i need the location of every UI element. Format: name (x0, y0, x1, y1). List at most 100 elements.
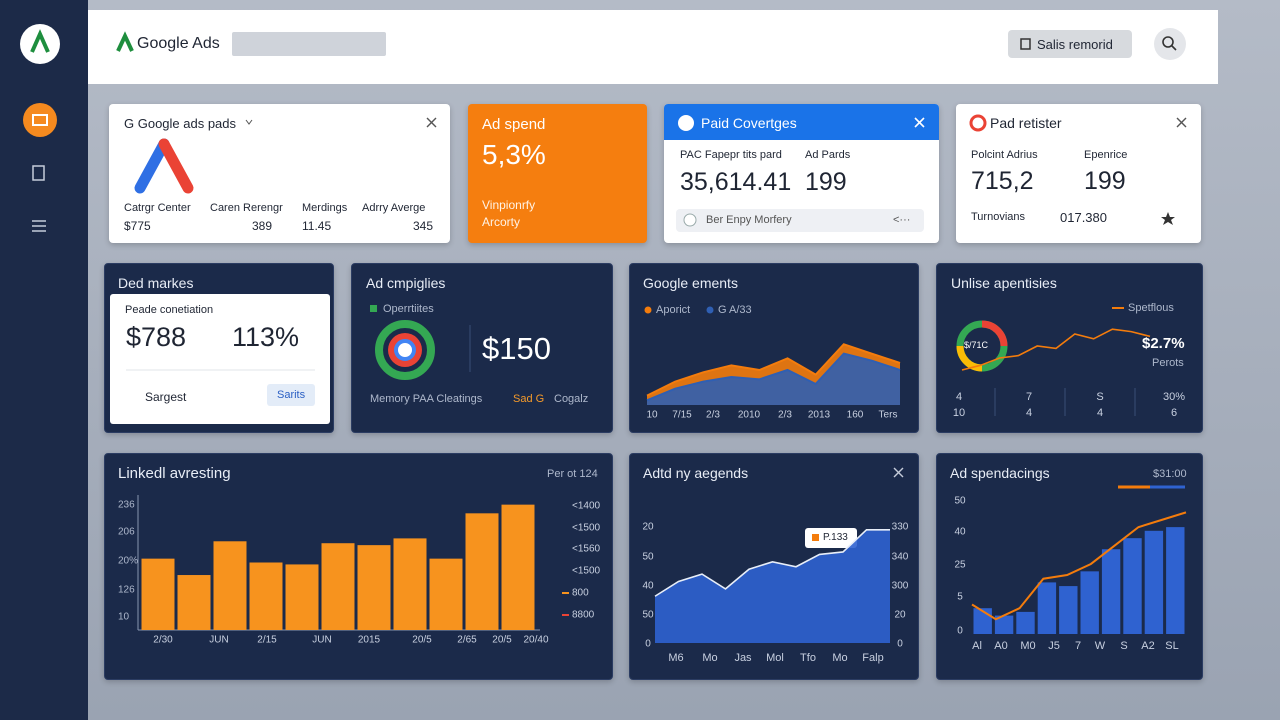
chevron[interactable] (245, 119, 253, 125)
card-title: Pad retister (990, 115, 1062, 131)
axis-label: <1560 (572, 544, 601, 555)
nav-icon[interactable] (32, 165, 45, 181)
axis-label: 7 (1075, 640, 1081, 652)
bar (1166, 527, 1185, 634)
bar (994, 615, 1014, 634)
axis-label: Jas (734, 652, 752, 664)
legend-label: Spetflous (1128, 302, 1174, 314)
header-button-label: Salis remorid (1037, 37, 1113, 52)
axis-label: 50 (642, 610, 654, 621)
axis-label: S (1096, 391, 1103, 403)
logo-mark (30, 29, 50, 53)
axis-label: JUN (312, 635, 331, 646)
stat-label: Adrry Averge (362, 202, 426, 214)
axis-label: 20/5 (492, 635, 512, 646)
chrome-icon (375, 320, 435, 380)
axis-label: 20/40 (523, 635, 548, 646)
axis-label: 300 (892, 581, 909, 592)
logo[interactable] (20, 24, 60, 64)
card-title: Adtd ny aegends (643, 465, 749, 481)
axis-label: Mo (702, 652, 717, 664)
axis-label: 40 (954, 527, 966, 538)
nav-glyph (32, 114, 48, 126)
card (468, 104, 647, 243)
axis-label: A2 (1141, 640, 1154, 652)
footer-more[interactable]: <··· (893, 214, 911, 226)
donut (956, 345, 983, 372)
card-title: Ad cmpiglies (366, 275, 446, 291)
button[interactable] (267, 384, 315, 406)
axis-label: 2/3 (706, 410, 720, 421)
axis-label: 20% (118, 556, 138, 567)
legend-swatch (644, 306, 652, 314)
search-button[interactable] (1154, 28, 1186, 60)
close-icon[interactable] (426, 117, 437, 128)
area (655, 529, 890, 643)
axis-label: <1500 (572, 566, 601, 577)
bar (1101, 549, 1121, 634)
close-icon[interactable] (893, 467, 904, 478)
axis-label: 330 (892, 522, 909, 533)
card (956, 104, 1201, 243)
axis-label: 20 (642, 522, 654, 533)
axis-label: A0 (994, 640, 1007, 652)
axis-label: 2010 (738, 410, 761, 421)
bar (1016, 611, 1035, 634)
link[interactable]: Sargest (145, 390, 187, 404)
big-value: $788 (126, 322, 187, 352)
card-title: Paid Covertges (701, 115, 797, 131)
axis-label: W (1095, 640, 1106, 652)
bar (429, 558, 463, 630)
stat-value: $775 (124, 219, 151, 233)
star-icon[interactable] (1161, 212, 1175, 225)
label: Peade conetiation (125, 304, 214, 316)
button-label[interactable]: Sarits (277, 389, 306, 401)
label: Turnovians (971, 211, 1026, 223)
stat-label: Caren Rerengr (210, 202, 283, 214)
line (646, 352, 901, 402)
nav-icon[interactable] (32, 220, 46, 232)
big-value: 113% (232, 322, 300, 352)
axis-label: 236 (118, 500, 135, 511)
stat-value: 11.45 (302, 219, 332, 233)
bar (285, 564, 319, 630)
card-title: G Google ads pads (124, 116, 237, 131)
bar (1080, 571, 1099, 634)
big-value: 199 (805, 168, 847, 196)
axis-label: Mo (832, 652, 847, 664)
nav-icon[interactable] (23, 103, 57, 137)
bar (321, 543, 355, 630)
axis-label: 50 (954, 496, 966, 507)
axis-label: 340 (892, 552, 909, 563)
card (936, 263, 1203, 433)
label: Ad Pards (805, 149, 851, 161)
bar (249, 562, 283, 630)
g-icon (969, 114, 987, 132)
axis-label: 10 (953, 407, 965, 419)
brand-logo (116, 31, 134, 52)
axis-label: M6 (668, 652, 683, 664)
brand: Google Ads (137, 35, 220, 52)
axis-label: 25 (954, 560, 966, 571)
bar (213, 541, 247, 630)
header-button[interactable] (1008, 30, 1132, 58)
axis-label: 0 (957, 626, 963, 637)
note: Vinpionrfy (482, 198, 536, 212)
axis-label: 2/30 (153, 635, 173, 646)
bar (1037, 582, 1057, 634)
bar (393, 538, 427, 630)
axis-label: Ters (879, 410, 898, 421)
axis-label: SL (1165, 640, 1178, 652)
big-value: 5,3% (482, 139, 546, 170)
footer-text: Memory PAA Cleatings (370, 393, 483, 405)
button-icon (1020, 38, 1031, 50)
search-bar[interactable] (232, 32, 386, 56)
big-value: 35,614.41 (680, 168, 792, 196)
bar (1059, 586, 1078, 634)
card-title: Ad spend (482, 116, 546, 133)
bar (141, 558, 175, 630)
close-icon[interactable] (914, 117, 925, 128)
close-icon[interactable] (1176, 117, 1187, 128)
